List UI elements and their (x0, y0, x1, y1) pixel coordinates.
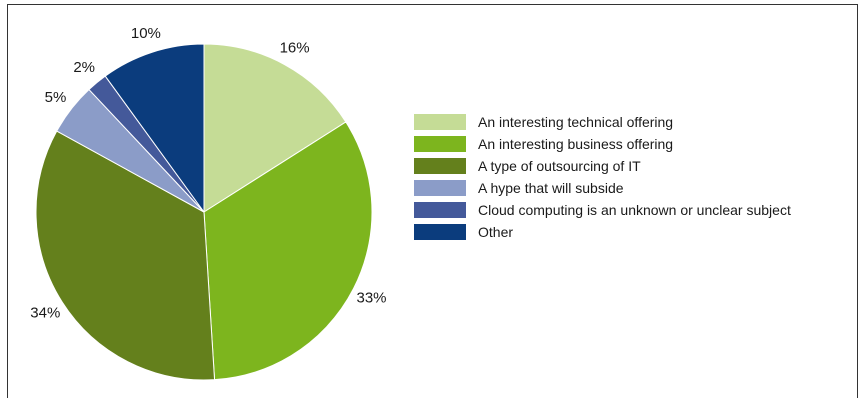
legend-item-technical-offering: An interesting technical offering (414, 111, 791, 133)
legend-label: A hype that will subside (478, 180, 624, 196)
legend-item-unknown-subject: Cloud computing is an unknown or unclear… (414, 199, 791, 221)
legend-label: A type of outsourcing of IT (478, 158, 641, 174)
legend-swatch (414, 202, 466, 218)
legend-swatch (414, 180, 466, 196)
pie-slice-business-offering (203, 121, 373, 381)
percent-label-business-offering: 33% (356, 289, 386, 306)
legend-swatch (414, 158, 466, 174)
legend-item-other: Other (414, 221, 791, 243)
pie-slice-technical-offering (203, 43, 347, 213)
legend-item-business-offering: An interesting business offering (414, 133, 791, 155)
legend-item-hype: A hype that will subside (414, 177, 791, 199)
percent-label-technical-offering: 16% (280, 39, 310, 56)
legend-label: Other (478, 224, 514, 240)
legend-swatch (414, 114, 466, 130)
legend-swatch (414, 224, 466, 240)
legend-item-outsourcing: A type of outsourcing of IT (414, 155, 791, 177)
pie-slice-other (104, 43, 205, 214)
pie-slices (35, 43, 373, 381)
percent-label-hype: 5% (45, 89, 67, 106)
legend-label: An interesting business offering (478, 136, 674, 152)
pie-percent-labels: 16% 33% 34% 5% 2% 10% (30, 25, 386, 322)
percent-label-other: 10% (131, 25, 161, 42)
percent-label-outsourcing: 34% (30, 305, 60, 322)
legend: An interesting technical offering An int… (414, 111, 791, 243)
legend-label: An interesting technical offering (478, 114, 674, 130)
legend-swatch (414, 136, 466, 152)
percent-label-unknown-subject: 2% (73, 59, 95, 76)
legend-label: Cloud computing is an unknown or unclear… (478, 202, 791, 218)
chart-frame (7, 4, 858, 398)
